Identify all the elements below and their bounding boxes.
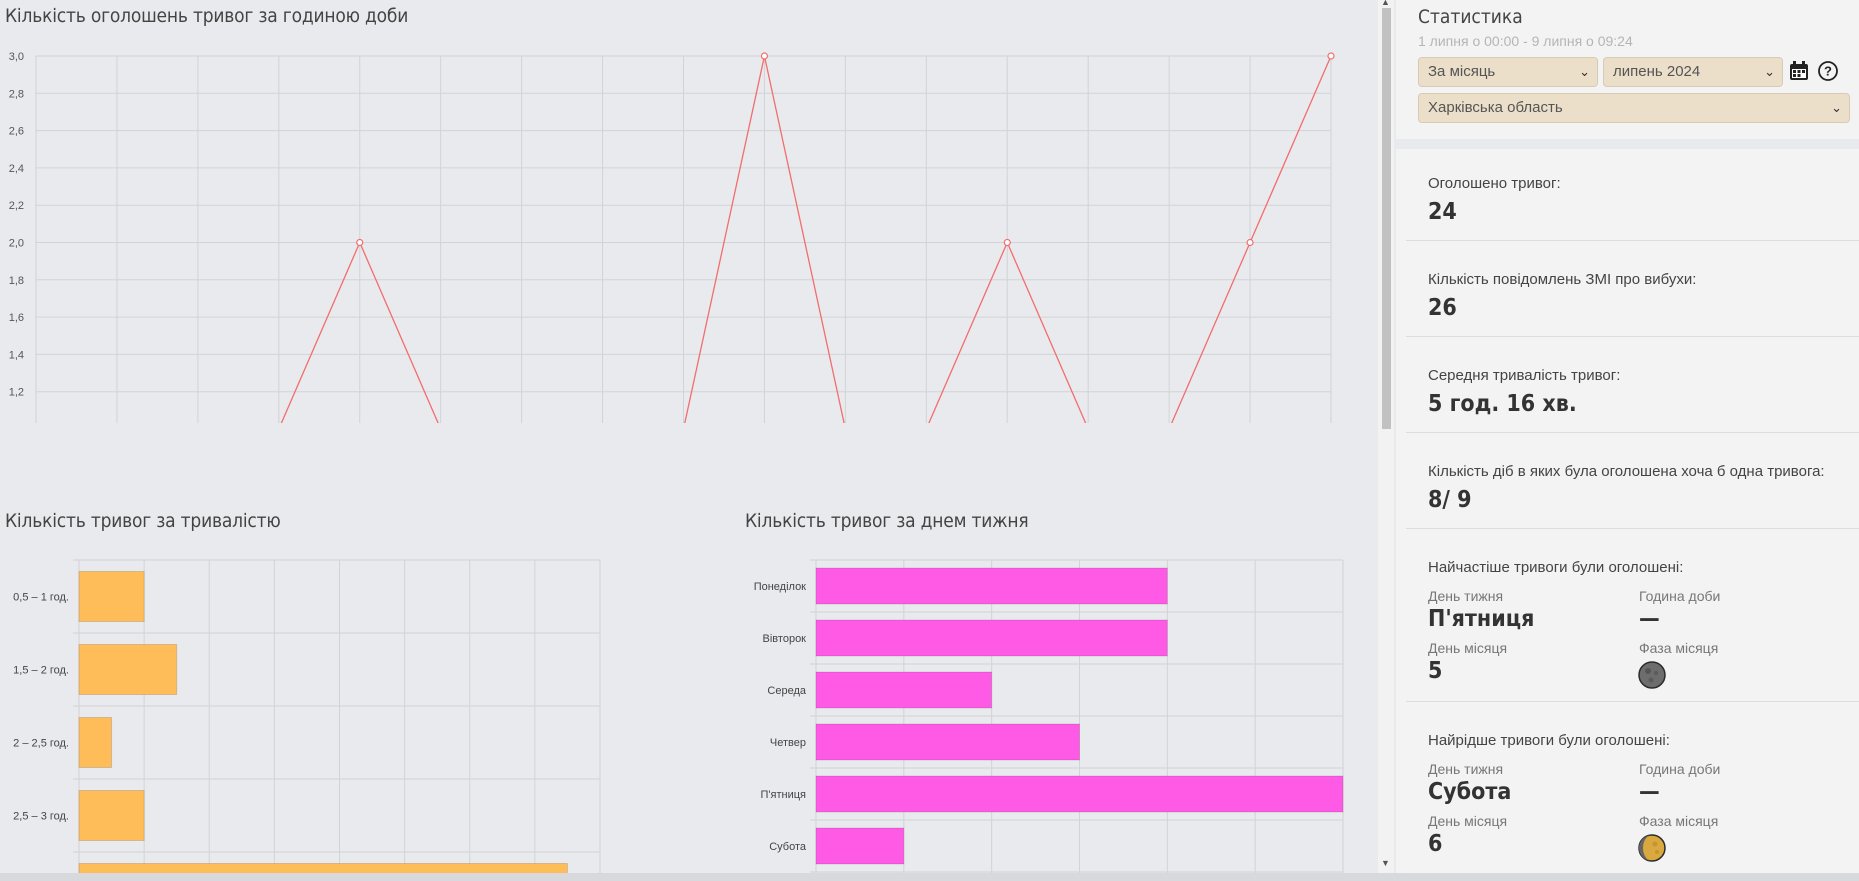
bar	[815, 619, 1168, 657]
card-value: 5 год. 16 хв.	[1428, 391, 1577, 417]
chevron-down-icon: ⌄	[1831, 100, 1842, 115]
y-tick-label: 0,5 – 1 год.	[13, 592, 69, 604]
bar	[78, 571, 145, 622]
horizontal-scrollbar[interactable]	[0, 873, 1859, 881]
card-label: Найрідше тривоги були оголошені:	[1428, 732, 1670, 749]
media-reports-card: Кількість повідомлень ЗМІ про вибухи: 26	[1406, 255, 1859, 336]
day-of-month-label: День місяця	[1428, 640, 1508, 656]
y-tick-label: Понеділок	[754, 581, 806, 593]
y-tick-label: 1,6	[9, 312, 24, 324]
weekday-chart: Понеділок Вівторок Середа Четвер П'ятниця Суб…	[754, 559, 1344, 873]
calendar-icon[interactable]	[1788, 60, 1810, 82]
y-tick-label: Четвер	[770, 737, 806, 749]
svg-text:?: ?	[1824, 64, 1832, 79]
panel-divider	[1396, 139, 1859, 149]
period-select[interactable]: За місяць ⌄	[1418, 57, 1598, 87]
y-tick-label: 1,4	[9, 349, 24, 361]
y-tick-label: 1,2	[9, 387, 24, 399]
announced-alerts-card: Оголошено тривог: 24	[1406, 159, 1859, 240]
y-tick-label: Субота	[769, 841, 807, 853]
average-duration-card: Середня тривалість тривог: 5 год. 16 хв.	[1406, 351, 1859, 432]
bar	[78, 717, 113, 768]
weekday-label: День тижня	[1428, 588, 1504, 604]
day-of-month-label: День місяця	[1428, 813, 1508, 829]
data-point	[1003, 238, 1011, 247]
moon-phase-icon	[1638, 834, 1666, 862]
card-label: Кількість діб в яких була оголошена хоча…	[1428, 463, 1825, 480]
y-tick-label: 2,8	[9, 88, 24, 100]
days-with-alerts-card: Кількість діб в яких була оголошена хоча…	[1406, 447, 1859, 528]
y-tick-label: 2,6	[9, 126, 24, 138]
help-icon[interactable]: ?	[1817, 60, 1839, 82]
y-tick-label: Вівторок	[763, 633, 807, 645]
y-tick-label: 2,4	[9, 163, 24, 175]
card-label: Середня тривалість тривог:	[1428, 367, 1621, 384]
moon-phase-icon	[1638, 661, 1666, 689]
bar	[815, 567, 1168, 605]
bar	[815, 775, 1344, 813]
bar	[815, 671, 993, 709]
y-tick-label: 3,0	[9, 51, 24, 63]
card-value: 24	[1428, 199, 1457, 225]
weekday-chart-title: Кількість тривог за днем тижня	[745, 510, 1029, 532]
region-select[interactable]: Харківська область ⌄	[1418, 93, 1850, 123]
chevron-down-icon: ⌄	[1764, 64, 1775, 79]
bar	[78, 863, 568, 873]
card-label: Оголошено тривог:	[1428, 175, 1561, 192]
main-scrollbar[interactable]: ▲ ▼	[1378, 0, 1394, 881]
card-label: Найчастіше тривоги були оголошені:	[1428, 559, 1684, 576]
bar	[78, 790, 145, 841]
scroll-up-icon[interactable]: ▲	[1381, 0, 1390, 7]
card-label: Кількість повідомлень ЗМІ про вибухи:	[1428, 271, 1697, 288]
weekday-value: П'ятниця	[1428, 606, 1535, 632]
bar	[815, 827, 905, 865]
day-of-month-value: 6	[1428, 831, 1443, 857]
data-point	[1327, 52, 1335, 60]
data-point	[760, 52, 769, 60]
moon-phase-label: Фаза місяця	[1639, 813, 1719, 829]
duration-chart: 0,5 – 1 год. 1,5 – 2 год. 2 – 2,5 год. 2,5 …	[13, 559, 601, 873]
bar	[815, 723, 1080, 761]
moon-phase-label: Фаза місяця	[1639, 640, 1719, 656]
weekday-label: День тижня	[1428, 761, 1504, 777]
weekday-value: Субота	[1428, 779, 1512, 805]
hour-value: —	[1639, 779, 1660, 805]
y-tick-label: 2 – 2,5 год.	[13, 738, 69, 750]
y-tick-label: 2,0	[9, 238, 24, 250]
least-frequent-card: Найрідше тривоги були оголошені: День ти…	[1406, 716, 1859, 873]
duration-chart-title: Кількість тривог за тривалістю	[5, 510, 281, 532]
month-select[interactable]: липень 2024 ⌄	[1603, 57, 1783, 87]
bar	[78, 644, 178, 695]
card-value: 8/ 9	[1428, 487, 1472, 513]
most-frequent-card: Найчастіше тривоги були оголошені: День …	[1406, 543, 1859, 701]
card-value: 26	[1428, 295, 1457, 321]
data-point	[1246, 238, 1254, 247]
region-select-value: Харківська область	[1428, 99, 1563, 116]
y-tick-label: 1,8	[9, 275, 24, 287]
hour-label: Година доби	[1639, 588, 1721, 604]
day-of-month-value: 5	[1428, 658, 1443, 684]
panel-title: Статистика	[1418, 6, 1523, 28]
hourly-chart: 3,02,82,62,42,22,01,81,61,41,21,000:0001…	[9, 51, 1335, 423]
hourly-chart-title: Кількість оголошень тривог за годиною до…	[5, 5, 409, 27]
y-tick-label: 1,5 – 2 год.	[13, 665, 69, 677]
hour-value: —	[1639, 606, 1660, 632]
period-range: 1 липня о 00:00 - 9 липня о 09:24	[1418, 33, 1633, 49]
scroll-down-icon[interactable]: ▼	[1381, 858, 1390, 868]
scrollbar-thumb[interactable]	[1382, 8, 1391, 429]
y-tick-label: 2,5 – 3 год.	[13, 811, 69, 823]
statistics-panel: Статистика 1 липня о 00:00 - 9 липня о 0…	[1396, 0, 1859, 873]
month-select-value: липень 2024	[1613, 63, 1701, 80]
y-tick-label: Середа	[767, 685, 806, 697]
hour-label: Година доби	[1639, 761, 1721, 777]
period-select-value: За місяць	[1428, 63, 1496, 80]
data-point	[356, 238, 364, 247]
y-tick-label: 2,2	[9, 200, 24, 212]
chevron-down-icon: ⌄	[1579, 64, 1590, 79]
y-tick-label: П'ятниця	[761, 789, 807, 801]
